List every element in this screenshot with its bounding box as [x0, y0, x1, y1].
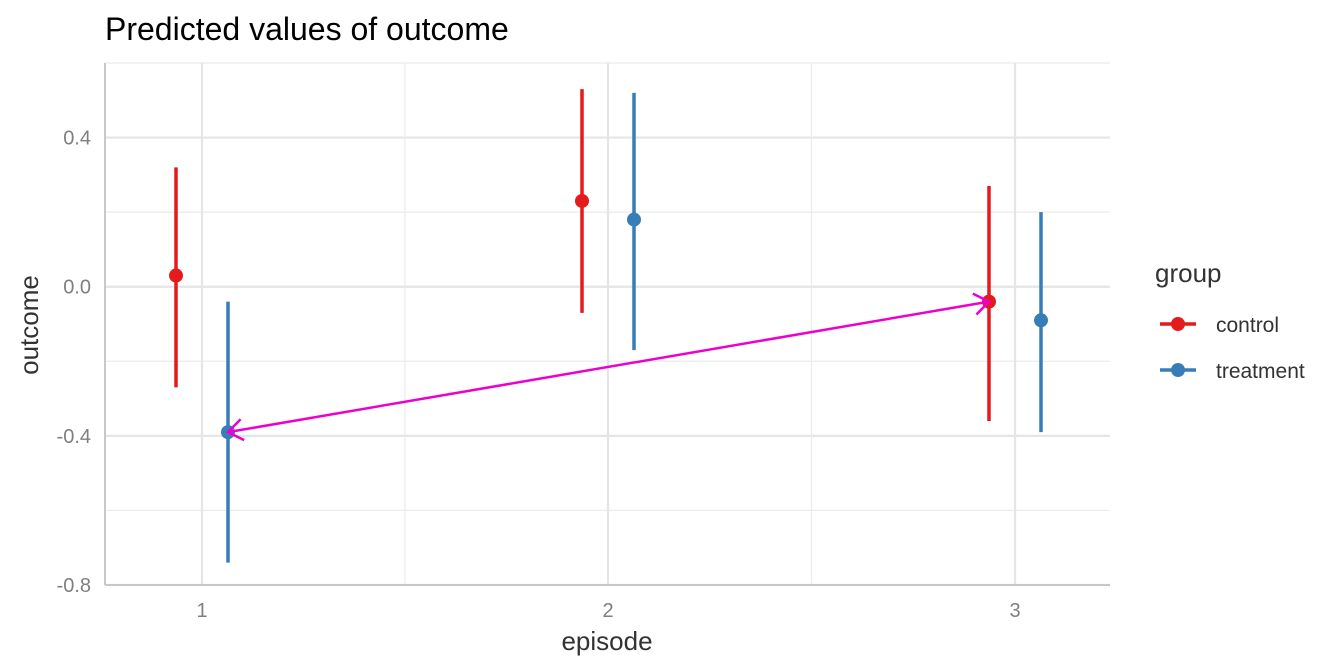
arrow-head-start: [225, 418, 245, 442]
chart-title: Predicted values of outcome: [105, 11, 509, 47]
y-tick-label: -0.8: [57, 575, 91, 597]
legend-label-control: control: [1216, 314, 1279, 337]
arrow-shaft: [227, 300, 990, 434]
point-treatment: [1034, 313, 1048, 328]
axes: [104, 63, 1110, 586]
x-tick-labels: 1 2 3: [196, 600, 1020, 622]
data-marks: [169, 89, 1048, 563]
legend-title: group: [1155, 258, 1222, 288]
legend-label-treatment: treatment: [1216, 360, 1305, 383]
annotation-arrow: [225, 292, 992, 442]
legend: group control treatment: [1155, 258, 1305, 383]
y-tick-label: -0.4: [57, 426, 91, 448]
x-axis-title: episode: [561, 626, 652, 656]
arrow-head-end: [972, 292, 992, 316]
x-tick-label: 3: [1009, 600, 1020, 622]
legend-key-point-control: [1171, 317, 1185, 331]
legend-key-point-treatment: [1171, 363, 1185, 377]
y-axis-title: outcome: [14, 275, 44, 375]
y-tick-label: 0.0: [63, 277, 91, 299]
x-tick-label: 1: [196, 600, 207, 622]
y-tick-label: 0.4: [63, 128, 91, 150]
point-treatment: [627, 212, 641, 227]
x-tick-label: 2: [602, 600, 613, 622]
grid-lines: [105, 62, 1110, 587]
point-control: [169, 268, 183, 283]
y-tick-labels: -0.8 -0.4 0.0 0.4: [57, 128, 91, 597]
point-control: [575, 193, 589, 208]
